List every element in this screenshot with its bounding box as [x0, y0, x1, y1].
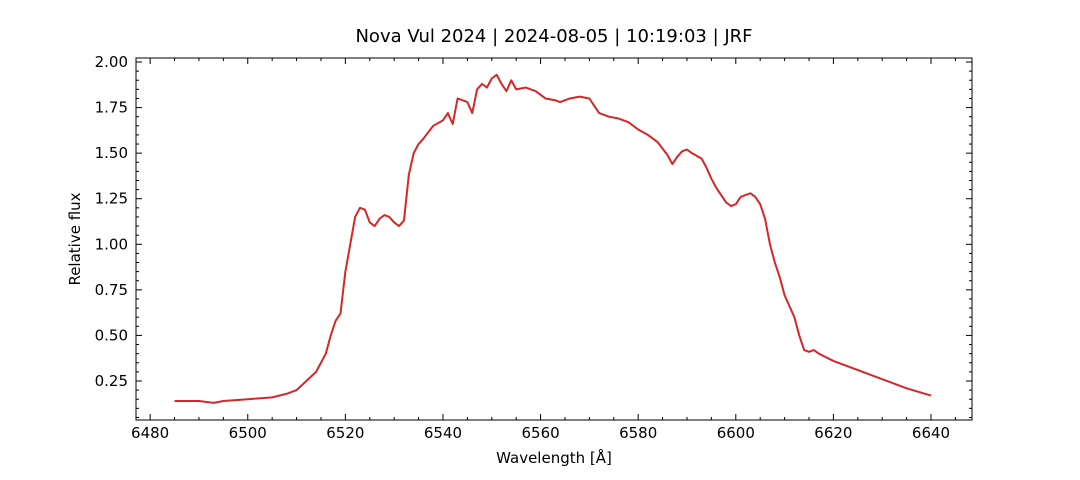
y-tick-label: 2.00: [95, 53, 128, 71]
x-tick-label: 6500: [229, 424, 267, 442]
y-tick-label: 1.00: [95, 235, 128, 253]
chart-title: Nova Vul 2024 | 2024-08-05 | 10:19:03 | …: [355, 26, 752, 47]
x-tick-label: 6600: [717, 424, 755, 442]
y-axis-label: Relative flux: [66, 192, 84, 285]
x-tick-label: 6580: [619, 424, 657, 442]
x-tick-label: 6520: [326, 424, 364, 442]
spectrum-line: [174, 73, 932, 404]
y-tick-label: 1.75: [95, 99, 128, 117]
x-tick-label: 6560: [521, 424, 559, 442]
x-tick-label: 6640: [912, 424, 950, 442]
y-tick-label: 0.50: [95, 326, 128, 344]
plot-frame: [135, 57, 973, 421]
y-tick-label: 0.25: [95, 372, 128, 390]
y-tick-label: 0.75: [95, 281, 128, 299]
y-tick-label: 1.50: [95, 144, 128, 162]
x-axis-label: Wavelength [Å]: [496, 448, 612, 467]
x-tick-label: 6540: [424, 424, 462, 442]
x-tick-label: 6620: [814, 424, 852, 442]
y-tick-label: 1.25: [95, 190, 128, 208]
x-tick-label: 6480: [131, 424, 169, 442]
